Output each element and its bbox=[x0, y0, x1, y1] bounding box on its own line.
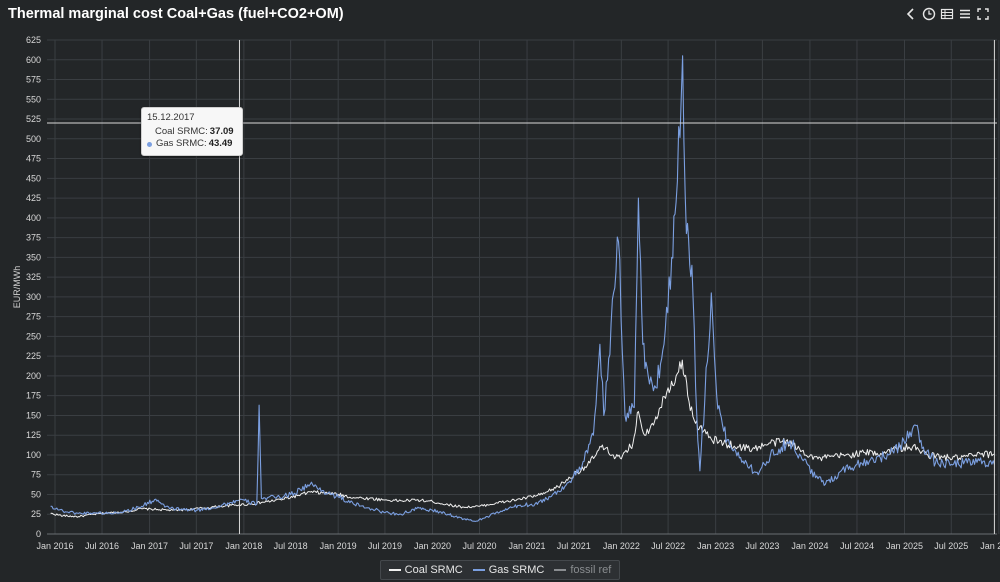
x-tick-label: Jan 2024 bbox=[791, 541, 828, 551]
y-tick-label: 0 bbox=[36, 529, 41, 539]
y-tick-label: 600 bbox=[26, 55, 41, 65]
legend-label-fossil-ref: fossil ref bbox=[570, 564, 612, 576]
legend-swatch-coal bbox=[388, 569, 401, 571]
y-tick-label: 450 bbox=[26, 173, 41, 183]
y-tick-label: 50 bbox=[31, 489, 41, 499]
tooltip-gas-label: Gas SRMC: bbox=[156, 138, 207, 149]
legend-box: Coal SRMC Gas SRMC fossil ref bbox=[379, 560, 621, 580]
y-tick-label: 225 bbox=[26, 351, 41, 361]
x-tick-label: Jan 2018 bbox=[225, 541, 262, 551]
chart-legend: Coal SRMC Gas SRMC fossil ref bbox=[0, 560, 1000, 580]
x-tick-label: Jul 2022 bbox=[651, 541, 685, 551]
fullscreen-icon[interactable] bbox=[976, 7, 990, 21]
y-tick-label: 350 bbox=[26, 252, 41, 262]
y-tick-label: 625 bbox=[26, 35, 41, 45]
x-tick-label: Jan 2016 bbox=[36, 541, 73, 551]
tooltip-coal-value: 37.09 bbox=[209, 125, 234, 137]
tooltip-gas-dot bbox=[147, 141, 152, 147]
data-tooltip: 15.12.2017 Coal SRMC: 37.09 Gas SRMC: 43… bbox=[141, 107, 243, 156]
x-tick-label: Jan 2021 bbox=[509, 541, 546, 551]
clock-icon[interactable] bbox=[922, 7, 936, 21]
y-tick-label: 375 bbox=[26, 233, 41, 243]
x-tick-label: Jul 2019 bbox=[368, 541, 402, 551]
y-tick-label: 275 bbox=[26, 312, 41, 322]
y-tick-label: 75 bbox=[31, 470, 41, 480]
y-tick-label: 550 bbox=[26, 94, 41, 104]
y-axis-ticks: 0 25 50 75 100 125 150 175 200 225 250 275 300 325 350… bbox=[26, 35, 41, 539]
legend-item-gas-srmc[interactable]: Gas SRMC bbox=[472, 564, 545, 576]
x-tick-label: Jul 2016 bbox=[85, 541, 119, 551]
x-tick-label: Jul 2024 bbox=[840, 541, 874, 551]
x-tick-label: Jul 2025 bbox=[934, 541, 968, 551]
legend-label-coal: Coal SRMC bbox=[404, 564, 463, 576]
tooltip-coal-label: Coal SRMC: bbox=[155, 125, 208, 137]
tooltip-row-coal: Coal SRMC: 37.09 bbox=[147, 126, 237, 139]
y-tick-label: 425 bbox=[26, 193, 41, 203]
y-tick-label: 525 bbox=[26, 114, 41, 124]
x-tick-label: Jan 2025 bbox=[886, 541, 923, 551]
y-tick-label: 500 bbox=[26, 134, 41, 144]
series-line-gas-srmc bbox=[50, 55, 995, 522]
x-tick-label: Jan 2017 bbox=[131, 541, 168, 551]
x-tick-label: Jan 2022 bbox=[603, 541, 640, 551]
y-tick-label: 475 bbox=[26, 154, 41, 164]
x-tick-label: Jul 2018 bbox=[274, 541, 308, 551]
y-tick-label: 25 bbox=[31, 509, 41, 519]
legend-label-gas: Gas SRMC bbox=[488, 564, 545, 576]
y-axis-label: EUR/MWh bbox=[12, 266, 22, 309]
x-axis-ticks: Jan 2016 Jul 2016 Jan 2017 Jul 2017 Jan 2018… bbox=[36, 541, 1000, 551]
chevron-left-icon[interactable] bbox=[904, 7, 918, 21]
y-tick-label: 400 bbox=[26, 213, 41, 223]
legend-swatch-fossil-ref bbox=[554, 569, 567, 571]
y-tick-label: 200 bbox=[26, 371, 41, 381]
chart-series bbox=[50, 55, 995, 522]
legend-swatch-gas bbox=[472, 569, 485, 571]
y-tick-label: 250 bbox=[26, 331, 41, 341]
x-tick-label: Jan 2026 bbox=[980, 541, 1000, 551]
table-icon[interactable] bbox=[940, 7, 954, 21]
chart-toolbar bbox=[904, 7, 990, 21]
x-tick-label: Jul 2020 bbox=[462, 541, 496, 551]
x-tick-label: Jul 2023 bbox=[745, 541, 779, 551]
menu-icon[interactable] bbox=[958, 7, 972, 21]
x-tick-label: Jan 2019 bbox=[320, 541, 357, 551]
series-line-coal-srmc bbox=[50, 359, 995, 518]
legend-item-coal-srmc[interactable]: Coal SRMC bbox=[388, 564, 463, 576]
tooltip-gas-value: 43.49 bbox=[208, 138, 233, 149]
x-tick-label: Jul 2017 bbox=[179, 541, 213, 551]
y-tick-label: 150 bbox=[26, 410, 41, 420]
tooltip-row-gas: Gas SRMC: 43.49 bbox=[147, 138, 237, 151]
y-tick-label: 125 bbox=[26, 430, 41, 440]
y-tick-label: 100 bbox=[26, 450, 41, 460]
x-tick-label: Jan 2020 bbox=[414, 541, 451, 551]
x-tick-label: Jul 2021 bbox=[557, 541, 591, 551]
y-tick-label: 575 bbox=[26, 75, 41, 85]
x-tick-label: Jan 2023 bbox=[697, 541, 734, 551]
chart-title: Thermal marginal cost Coal+Gas (fuel+CO2… bbox=[8, 6, 344, 22]
tooltip-date: 15.12.2017 bbox=[147, 112, 195, 123]
y-tick-label: 175 bbox=[26, 391, 41, 401]
legend-item-fossil-ref[interactable]: fossil ref bbox=[554, 564, 611, 576]
y-tick-label: 325 bbox=[26, 272, 41, 282]
y-tick-label: 300 bbox=[26, 292, 41, 302]
